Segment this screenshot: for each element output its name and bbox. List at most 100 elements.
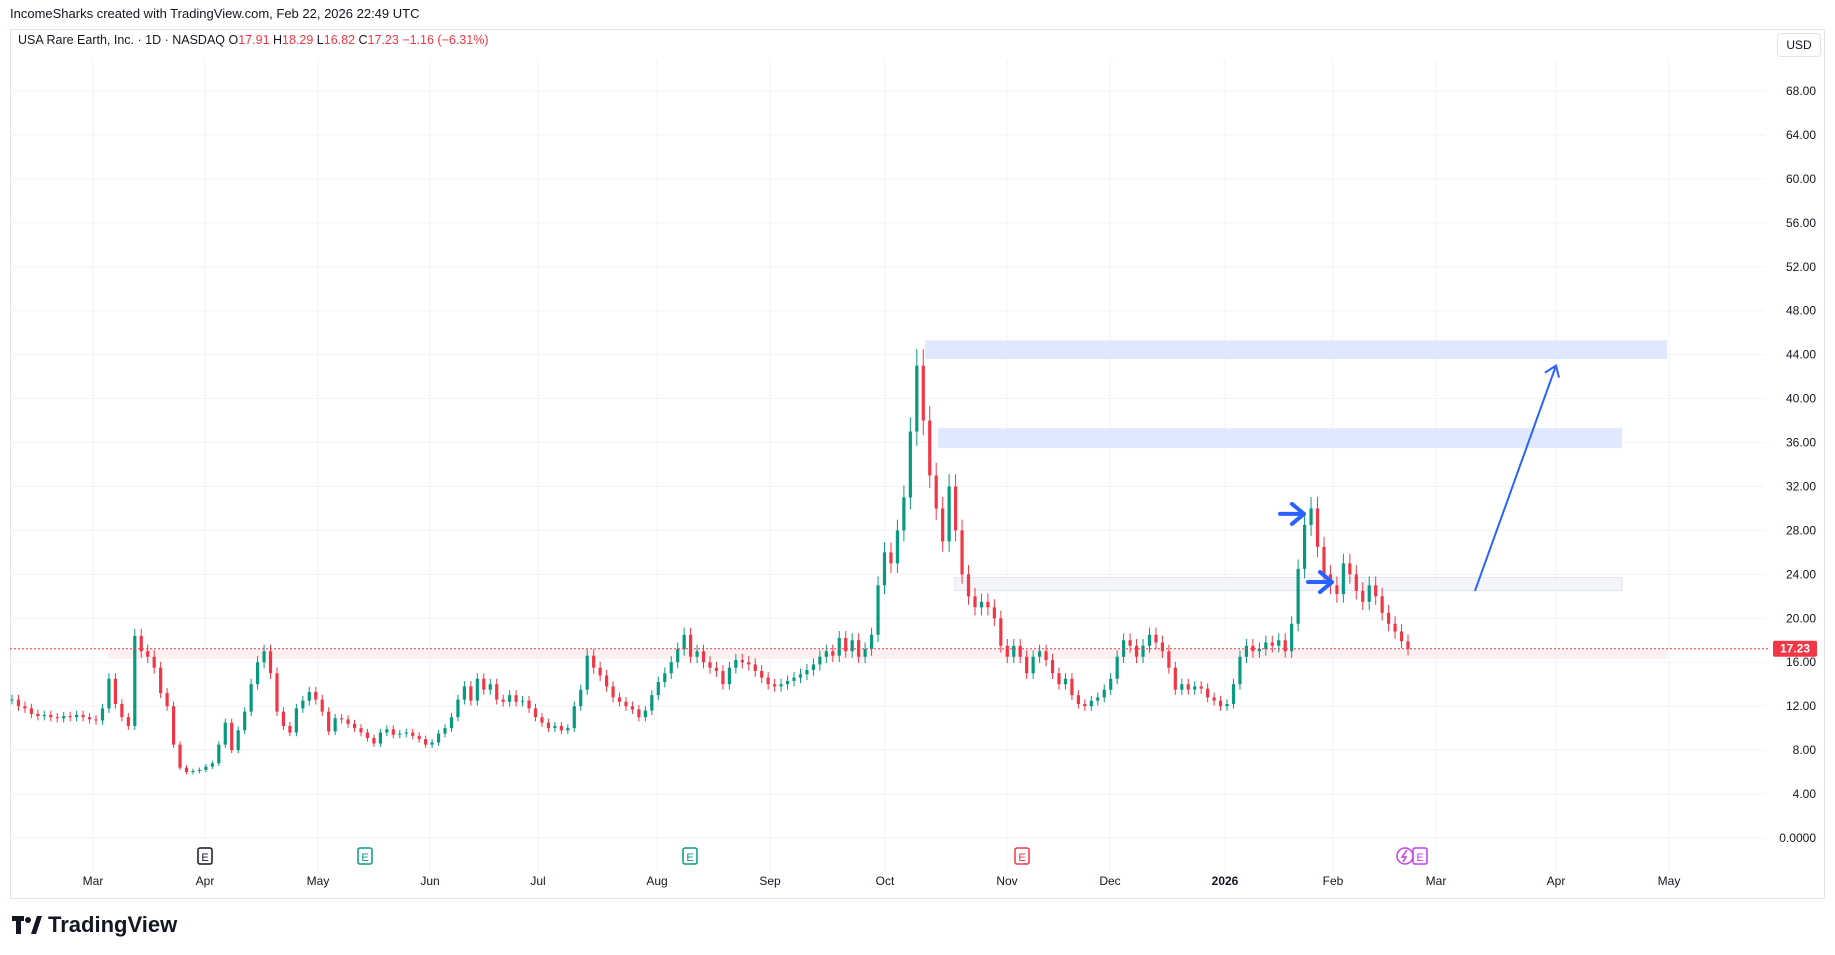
currency-button[interactable]: USD — [1777, 33, 1821, 57]
candle-body — [585, 655, 589, 690]
zones — [108, 340, 1667, 659]
y-tick-label: 40.00 — [1786, 392, 1816, 406]
candle-body — [249, 684, 253, 712]
last-price-label: 17.23 — [1780, 642, 1810, 656]
candle-body — [986, 601, 990, 608]
candle-body — [1160, 642, 1165, 652]
candle-body — [520, 700, 525, 702]
candle-body — [1186, 684, 1190, 690]
price-zone — [108, 649, 1667, 659]
candle-body — [818, 656, 822, 665]
candle-body — [1251, 645, 1255, 652]
last-price: 17.23 — [10, 640, 1817, 657]
candle-body — [844, 638, 848, 652]
candle-body — [1206, 688, 1210, 698]
tradingview-brand[interactable]: TradingView — [12, 912, 177, 938]
candle-body — [992, 607, 996, 619]
candle-body — [1309, 508, 1313, 525]
candle-body — [327, 711, 331, 732]
candle-body — [456, 699, 460, 718]
earnings-marker-label: E — [1018, 852, 1025, 864]
chart-frame[interactable] — [10, 29, 1825, 899]
candle-body — [928, 420, 932, 476]
candle-body — [1348, 563, 1352, 575]
candle-body — [598, 667, 602, 676]
candle-body — [1180, 684, 1184, 690]
candle-body — [637, 709, 641, 718]
x-tick-label: Nov — [996, 874, 1017, 888]
x-tick-label: Jun — [420, 874, 439, 888]
candle-body — [1134, 645, 1139, 657]
candle-body — [333, 718, 337, 732]
low-value: 16.82 — [323, 33, 356, 47]
candle-body — [1354, 574, 1358, 591]
candle-body — [94, 719, 98, 721]
candle-body — [417, 735, 421, 740]
candle-body — [999, 618, 1003, 646]
candle-body — [889, 552, 893, 564]
candle-body — [1322, 546, 1326, 575]
symbol-title: USA Rare Earth, Inc. · 1D · NASDAQ — [18, 33, 226, 47]
candle-body — [68, 716, 72, 718]
candle-body — [488, 684, 492, 690]
candle-body — [895, 530, 900, 564]
candle-body — [223, 722, 227, 745]
candle-body — [869, 634, 874, 650]
y-tick-label: 16.00 — [1786, 655, 1816, 669]
candle-body — [320, 699, 324, 712]
candle-body — [514, 695, 518, 702]
candle-body — [1057, 673, 1061, 685]
chart-attribution: IncomeSharks created with TradingView.co… — [10, 6, 420, 21]
earnings-marker-icon: E — [682, 847, 698, 865]
candle-body — [650, 695, 654, 711]
candle-body — [727, 667, 731, 685]
candle-body — [113, 678, 118, 704]
candle-body — [294, 708, 298, 733]
open-label: O — [228, 33, 239, 47]
x-axis[interactable]: Mar Apr May Jun Jul Aug Sep Oct Nov Dec 2026 Feb Mar… — [83, 874, 1681, 888]
high-value: 18.29 — [282, 33, 314, 47]
candle-body — [281, 711, 286, 726]
earnings-marker-box — [1014, 847, 1030, 865]
earnings-marker-label: E — [686, 852, 693, 864]
y-axis[interactable]: 0.0000 4.00 8.00 12.00 16.00 20.00 24.00 28.00 3… — [1779, 84, 1816, 845]
candle-body — [663, 673, 667, 683]
candle-body — [779, 684, 783, 687]
candle-body — [1374, 585, 1378, 597]
y-tick-label: 32.00 — [1786, 479, 1816, 493]
candle-body — [1380, 596, 1384, 613]
low-label: L — [316, 33, 324, 47]
candle-body — [1277, 640, 1281, 646]
candle-body — [443, 728, 447, 734]
forecast-arrow-head-icon — [1544, 364, 1560, 378]
candle-body — [941, 508, 945, 542]
candle-body — [1193, 686, 1197, 690]
y-tick-label: 28.00 — [1786, 523, 1816, 537]
candle-body — [1154, 634, 1158, 643]
y-tick-label: 44.00 — [1786, 348, 1816, 362]
candle-body — [676, 649, 680, 663]
candle-body — [973, 596, 977, 608]
candle-body — [314, 691, 318, 700]
earnings-marker-box — [682, 847, 698, 865]
candle-body — [1128, 640, 1132, 646]
candle-body — [1018, 645, 1022, 657]
candle-body — [604, 675, 609, 687]
candle-body — [301, 700, 305, 709]
candle-body — [811, 664, 816, 670]
x-tick-label: Sep — [759, 874, 781, 888]
candle-body — [1270, 642, 1274, 646]
y-tick-label: 8.00 — [1793, 743, 1817, 757]
candle-body — [902, 497, 906, 531]
earnings-marker-label: E — [201, 852, 208, 864]
x-tick-label: Aug — [646, 874, 667, 888]
candle-body — [87, 717, 92, 720]
candle-body — [656, 682, 660, 696]
tradingview-logo-icon — [12, 916, 42, 934]
candle-body — [824, 651, 828, 657]
x-tick-label: May — [1658, 874, 1681, 888]
candle-body — [1218, 700, 1223, 707]
earnings-marker-box — [357, 847, 373, 865]
candle-body — [805, 669, 809, 675]
